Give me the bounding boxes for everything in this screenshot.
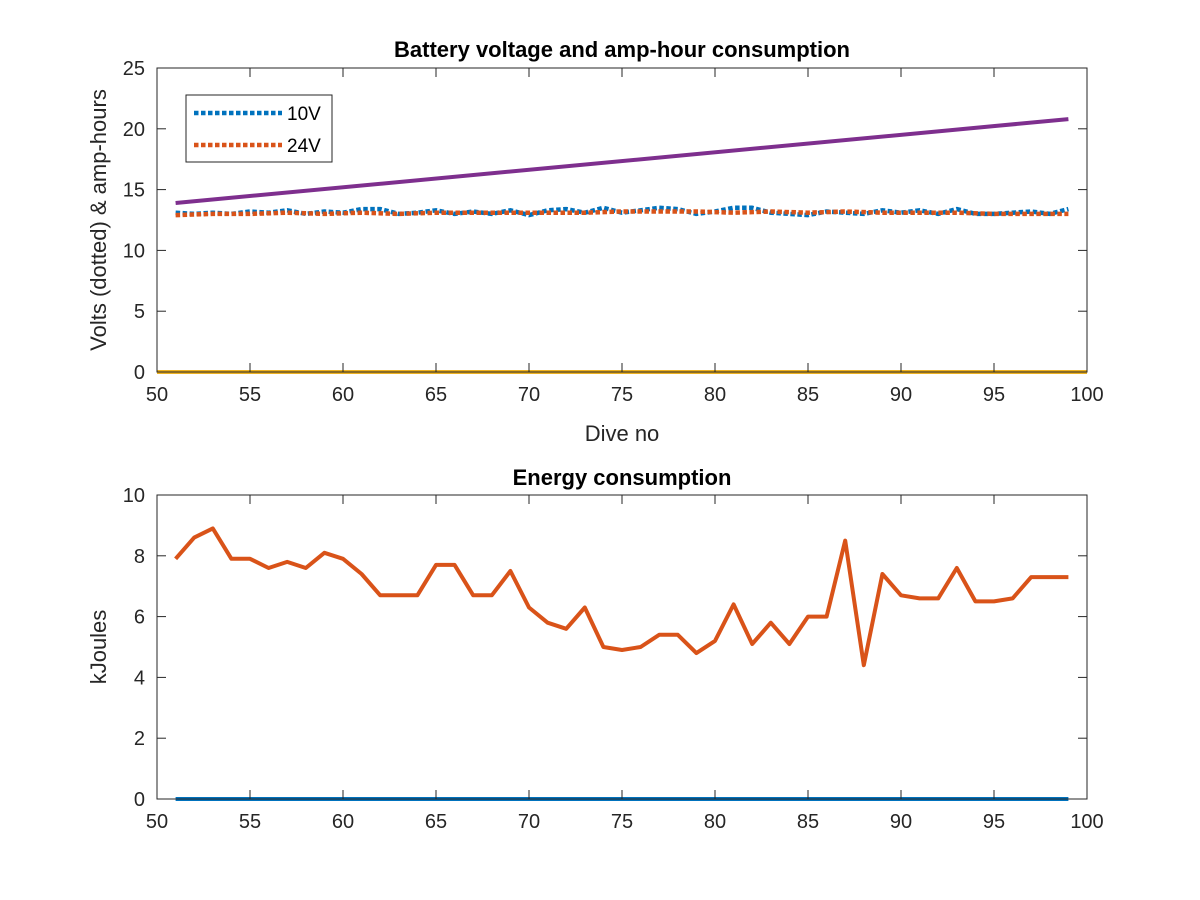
- voltage-plot-series-10v-line: [175, 205, 1069, 218]
- energy-plot-y-tick-label: 8: [134, 546, 145, 568]
- voltage-plot-x-tick-label: 85: [797, 384, 819, 406]
- energy-plot-ticks: 50 55 60 65 70 75 80 85 90 95 100 0 2 4 6 8 10: [123, 485, 1104, 833]
- voltage-plot-y-axis-label: Volts (dotted) & amp-hours: [86, 89, 111, 351]
- energy-plot-x-tick-label: 50: [146, 811, 168, 833]
- voltage-plot-y-tick-label: 15: [123, 180, 145, 202]
- voltage-plot-x-tick-label: 95: [983, 384, 1005, 406]
- voltage-plot-x-tick-label: 60: [332, 384, 354, 406]
- voltage-plot-y-tick-label: 5: [134, 301, 145, 323]
- energy-plot-x-tick-label: 55: [239, 811, 261, 833]
- energy-plot-x-tick-label: 75: [611, 811, 633, 833]
- energy-plot-area: [157, 495, 1087, 799]
- voltage-plot-x-axis-label: Dive no: [585, 421, 660, 446]
- voltage-plot-ticks: 50 55 60 65 70 75 80 85 90 95 100 0 5 10 15 20 25: [123, 58, 1104, 406]
- voltage-plot-x-tick-label: 50: [146, 384, 168, 406]
- energy-plot-x-tick-label: 65: [425, 811, 447, 833]
- energy-plot-x-tick-label: 100: [1070, 811, 1103, 833]
- voltage-plot-x-tick-label: 100: [1070, 384, 1103, 406]
- energy-plot-x-tick-label: 90: [890, 811, 912, 833]
- voltage-plot-x-tick-label: 55: [239, 384, 261, 406]
- voltage-plot-y-tick-label: 20: [123, 119, 145, 141]
- energy-plot-y-tick-label: 10: [123, 485, 145, 507]
- energy-plot: 50 55 60 65 70 75 80 85 90 95 100 0 2 4 6 8 10 Energy co…: [86, 465, 1104, 833]
- energy-plot-y-tick-label: 6: [134, 607, 145, 629]
- voltage-plot-y-tick-label: 10: [123, 240, 145, 262]
- energy-plot-y-axis-label: kJoules: [86, 610, 111, 685]
- voltage-plot-series-24v-line: [175, 209, 1069, 218]
- legend-label-10v: 10V: [287, 104, 321, 125]
- voltage-plot-y-tick-label: 25: [123, 58, 145, 80]
- energy-plot-x-tick-label: 60: [332, 811, 354, 833]
- energy-plot-series-1-line: [174, 526, 1069, 668]
- energy-plot-x-tick-label: 80: [704, 811, 726, 833]
- voltage-plot-title: Battery voltage and amp-hour consumption: [394, 37, 850, 62]
- legend-box: [185, 94, 333, 163]
- voltage-plot-x-tick-label: 75: [611, 384, 633, 406]
- energy-plot-title: Energy consumption: [513, 465, 732, 490]
- energy-plot-y-tick-label: 4: [134, 667, 145, 689]
- energy-plot-x-tick-label: 70: [518, 811, 540, 833]
- voltage-plot-x-tick-label: 80: [704, 384, 726, 406]
- voltage-plot-y-tick-label: 0: [134, 362, 145, 384]
- energy-plot-y-tick-label: 2: [134, 728, 145, 750]
- voltage-plot-x-tick-label: 70: [518, 384, 540, 406]
- voltage-plot: 50 55 60 65 70 75 80 85 90 95 100 0 5 10 15 20 25 Batter…: [86, 37, 1104, 446]
- voltage-plot-x-tick-label: 65: [425, 384, 447, 406]
- voltage-plot-legend: 10V 24V: [185, 94, 333, 163]
- voltage-plot-series-2-line: [175, 117, 1069, 205]
- energy-plot-x-tick-label: 95: [983, 811, 1005, 833]
- energy-plot-x-tick-label: 85: [797, 811, 819, 833]
- legend-label-24v: 24V: [287, 136, 321, 157]
- voltage-plot-x-tick-label: 90: [890, 384, 912, 406]
- energy-plot-y-tick-label: 0: [134, 789, 145, 811]
